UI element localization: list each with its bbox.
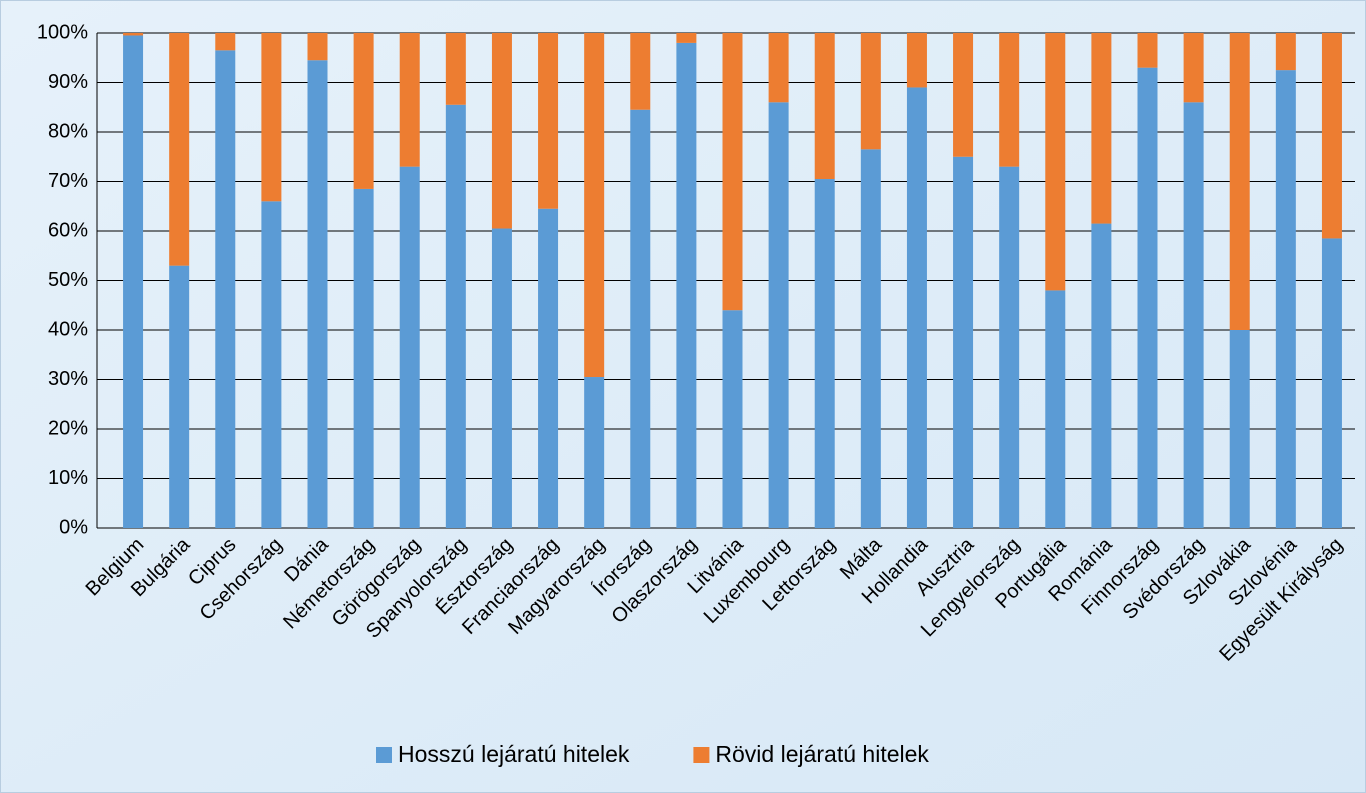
bar-segment xyxy=(215,33,236,51)
bar-segment xyxy=(676,42,697,529)
bar-segment xyxy=(445,33,466,105)
bar-segment xyxy=(1229,330,1250,528)
bar-segment xyxy=(1229,33,1250,330)
y-tick-label: 100% xyxy=(37,21,88,43)
bar-segment xyxy=(1183,102,1204,529)
y-tick-label: 50% xyxy=(48,269,88,291)
bar-segment xyxy=(1137,33,1158,68)
bar-segment xyxy=(399,33,420,167)
bar-segment xyxy=(630,33,651,110)
legend-label: Hosszú lejáratú hitelek xyxy=(398,741,630,767)
bar-segment xyxy=(307,33,328,61)
bar-segment xyxy=(860,149,881,528)
bar-segment xyxy=(491,33,512,229)
bar-segment xyxy=(353,188,374,529)
bar-segment xyxy=(722,310,743,528)
bar-segment xyxy=(814,179,835,528)
bar-segment xyxy=(261,201,282,529)
y-tick-label: 0% xyxy=(59,516,88,538)
bar-segment xyxy=(1321,33,1342,239)
bar-segment xyxy=(1091,223,1112,528)
bar-segment xyxy=(169,33,190,266)
bar-segment xyxy=(1275,33,1296,71)
y-tick-label: 10% xyxy=(48,467,88,489)
y-tick-label: 70% xyxy=(48,170,88,192)
bar-segment xyxy=(215,50,236,528)
y-tick-label: 80% xyxy=(48,120,88,142)
bar-segment xyxy=(630,109,651,528)
bar-segment xyxy=(261,33,282,202)
y-tick-label: 30% xyxy=(48,368,88,390)
bar-segment xyxy=(399,166,420,528)
y-tick-label: 60% xyxy=(48,219,88,241)
bar-segment xyxy=(584,377,605,528)
bar-segment xyxy=(123,33,144,36)
bar-segment xyxy=(353,33,374,189)
bar-segment xyxy=(491,228,512,528)
bar-segment xyxy=(445,104,466,529)
bar-segment xyxy=(1321,238,1342,529)
bar-segment xyxy=(169,265,190,528)
legend-swatch xyxy=(376,747,392,763)
bar-segment xyxy=(768,33,789,103)
bar-segment xyxy=(722,33,743,311)
bar-segment xyxy=(860,33,881,150)
bar-segment xyxy=(538,33,559,209)
bar-segment xyxy=(1045,290,1066,528)
bar-segment xyxy=(676,33,697,43)
bar-segment xyxy=(1091,33,1112,224)
bar-segment xyxy=(1275,70,1296,528)
y-tick-label: 40% xyxy=(48,318,88,340)
bar-segment xyxy=(953,33,974,157)
bar-segment xyxy=(1183,33,1204,103)
bar-segment xyxy=(307,60,328,528)
bar-segment xyxy=(953,156,974,528)
legend-label: Rövid lejáratú hitelek xyxy=(715,741,929,767)
bar-segment xyxy=(906,87,927,528)
y-tick-label: 90% xyxy=(48,71,88,93)
bar-segment xyxy=(768,102,789,529)
bar-segment xyxy=(814,33,835,180)
bar-segment xyxy=(906,33,927,88)
bar-segment xyxy=(584,33,605,378)
bar-segment xyxy=(999,33,1020,167)
bar-segment xyxy=(1045,33,1066,291)
y-tick-label: 20% xyxy=(48,417,88,439)
bar-segment xyxy=(999,166,1020,528)
bar-segment xyxy=(123,35,144,528)
bar-segment xyxy=(538,208,559,528)
bar-segment xyxy=(1137,67,1158,529)
legend-swatch xyxy=(693,747,710,763)
